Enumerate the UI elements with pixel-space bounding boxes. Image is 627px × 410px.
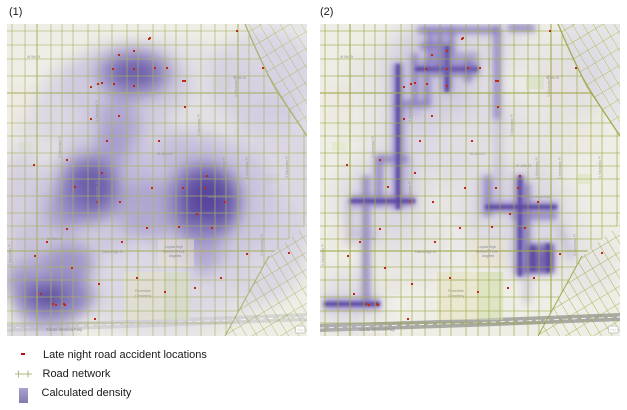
svg-text:W 12th St: W 12th St xyxy=(516,164,531,168)
svg-text:S Manhattan Pl: S Manhattan Pl xyxy=(58,136,62,158)
svg-text:W 9th St: W 9th St xyxy=(340,55,353,59)
svg-text:Loyola High: Loyola High xyxy=(478,245,496,249)
svg-text:S Manhattan Pl: S Manhattan Pl xyxy=(535,157,539,179)
svg-text:Loyola High: Loyola High xyxy=(165,245,183,249)
svg-text:W 11th St: W 11th St xyxy=(157,152,172,156)
svg-text:S Manhattan Pl: S Manhattan Pl xyxy=(321,244,325,266)
svg-text:Cambridge St: Cambridge St xyxy=(102,250,123,254)
svg-text:School Of Los: School Of Los xyxy=(163,250,185,254)
svg-text:Cemetery: Cemetery xyxy=(135,294,152,298)
svg-text:Rosedale: Rosedale xyxy=(135,289,151,293)
svg-text:S Manhattan Pl: S Manhattan Pl xyxy=(8,244,12,266)
svg-text:S Manhattan Pl: S Manhattan Pl xyxy=(245,157,249,179)
svg-text:S Manhattan Pl: S Manhattan Pl xyxy=(95,100,99,122)
svg-text:S Manhattan Pl: S Manhattan Pl xyxy=(234,75,238,97)
svg-text:S Manhattan Pl: S Manhattan Pl xyxy=(408,100,412,122)
svg-text:Angeles: Angeles xyxy=(482,254,495,258)
svg-text:S Manhattan Pl: S Manhattan Pl xyxy=(260,234,264,256)
svg-text:W 8th St: W 8th St xyxy=(546,76,559,80)
svg-text:Santa Monica Fwy: Santa Monica Fwy xyxy=(359,327,396,332)
svg-text:Angeles: Angeles xyxy=(169,254,182,258)
svg-text:S Manhattan Pl: S Manhattan Pl xyxy=(371,136,375,158)
svg-text:S Manhattan Pl: S Manhattan Pl xyxy=(558,157,562,179)
svg-text:S Manhattan Pl: S Manhattan Pl xyxy=(285,156,289,178)
svg-text:W 15th St: W 15th St xyxy=(360,237,375,241)
svg-text:Rosedale: Rosedale xyxy=(448,289,464,293)
svg-text:S Manhattan Pl: S Manhattan Pl xyxy=(408,181,412,203)
svg-text:Cemetery: Cemetery xyxy=(448,294,465,298)
svg-text:S Manhattan Pl: S Manhattan Pl xyxy=(510,114,514,136)
svg-text:W 15th St: W 15th St xyxy=(47,237,62,241)
svg-text:James M Wood Blvd: James M Wood Blvd xyxy=(520,195,551,199)
svg-text:W 8th St: W 8th St xyxy=(233,76,246,80)
svg-text:School Of Los: School Of Los xyxy=(476,250,498,254)
svg-text:S Manhattan Pl: S Manhattan Pl xyxy=(197,114,201,136)
svg-text:S Manhattan Pl: S Manhattan Pl xyxy=(598,156,602,178)
svg-text:James M Wood Blvd: James M Wood Blvd xyxy=(207,195,238,199)
svg-text:W 11th St: W 11th St xyxy=(470,152,485,156)
svg-text:W 12th St: W 12th St xyxy=(203,164,218,168)
svg-text:S Manhattan Pl: S Manhattan Pl xyxy=(573,234,577,256)
svg-text:W 9th St: W 9th St xyxy=(27,55,40,59)
svg-text:Santa Monica Fwy: Santa Monica Fwy xyxy=(46,327,83,332)
svg-text:S Manhattan Pl: S Manhattan Pl xyxy=(95,181,99,203)
svg-text:S Manhattan Pl: S Manhattan Pl xyxy=(547,75,551,97)
svg-text:S Manhattan Pl: S Manhattan Pl xyxy=(222,157,226,179)
svg-text:Cambridge St: Cambridge St xyxy=(415,250,436,254)
